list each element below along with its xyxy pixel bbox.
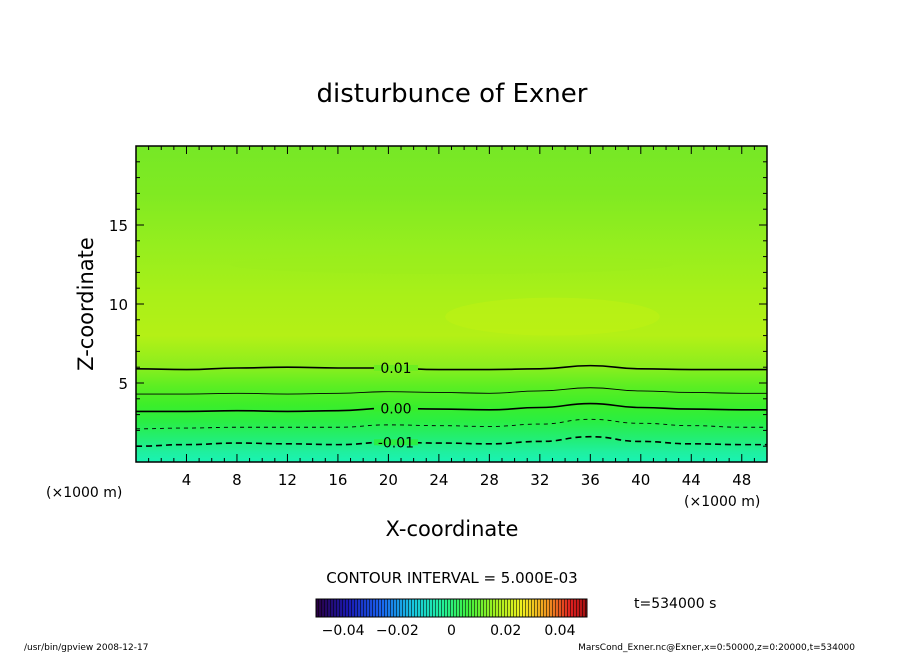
colorbar-tick-label: 0.02 [490,623,521,639]
x-tick-label: 32 [530,471,549,489]
y-axis-unit: (×1000 m) [46,485,122,501]
colorbar: −0.04 −0.02 0 0.02 0.04 [315,598,588,639]
x-tick-label: 12 [278,471,297,489]
colorbar-frame [315,598,588,618]
colorbar-ticks: −0.04 −0.02 0 0.02 0.04 [322,623,576,639]
x-tick-label: 16 [328,471,347,489]
contour-lines [136,364,767,447]
contour-line [136,387,767,395]
x-tick-label: 40 [631,471,650,489]
chart-title: disturbunce of Exner [317,79,588,109]
x-tick-label: 48 [732,471,751,489]
x-tick-label: 24 [429,471,448,489]
colorbar-tick-label: 0 [447,623,456,639]
x-tick-label: 8 [232,471,242,489]
field-highlight [445,297,660,336]
field-highlight [230,255,673,274]
contour-label: -0.01 [378,435,414,451]
y-axis-ticks: 5 10 15 [109,161,767,447]
shaded-field [136,146,767,462]
y-tick-label: 15 [109,217,128,235]
y-tick-label: 5 [118,375,128,393]
x-tick-label: 20 [379,471,398,489]
x-tick-label: 28 [480,471,499,489]
footer-right: MarsCond_Exner.nc@Exner,x=0:50000,z=0:20… [578,643,855,653]
y-axis-label: Z-coordinate [74,237,98,371]
contour-line [136,364,767,371]
x-axis-ticks: 4 8 12 16 20 24 28 32 36 40 44 48 [148,146,755,489]
contour-line [136,435,767,447]
colorbar-tick-label: −0.04 [322,623,365,639]
y-tick-label: 10 [109,296,128,314]
time-label: t=534000 s [634,596,716,612]
footer-left: /usr/bin/gpview 2008-12-17 [24,643,148,653]
x-axis-unit: (×1000 m) [684,494,760,510]
x-tick-label: 4 [182,471,192,489]
field-highlights [230,255,673,336]
colorbar-stripes [316,599,587,617]
x-tick-label: 44 [682,471,701,489]
contour-label: 0.00 [380,401,411,417]
contour-label: 0.01 [380,361,411,377]
x-axis-label: X-coordinate [386,517,519,541]
plot-area: -0.010.000.01 4 8 12 16 20 24 28 32 36 40 44 48 510… [109,145,768,489]
contour-line [136,402,767,413]
contour-labels: -0.01 0.00 0.01 [378,361,414,451]
contour-interval-text: CONTOUR INTERVAL = 5.000E-03 [326,569,577,587]
colorbar-tick-label: −0.02 [376,623,419,639]
x-tick-label: 36 [581,471,600,489]
contour-line [136,418,767,430]
colorbar-tick-label: 0.04 [544,623,575,639]
